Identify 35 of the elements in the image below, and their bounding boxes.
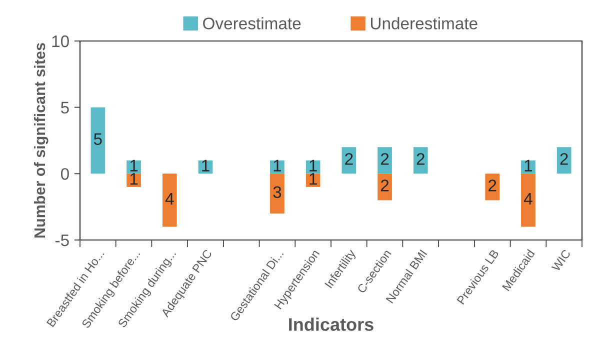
bar — [378, 174, 392, 200]
bar — [521, 174, 536, 227]
data-label: 1 — [524, 160, 532, 172]
bar — [126, 174, 141, 187]
bar — [378, 147, 392, 174]
bar — [485, 174, 500, 200]
data-label: 4 — [524, 193, 532, 205]
data-label: 1 — [130, 173, 138, 185]
bar — [270, 174, 284, 214]
y-tick-label: -5 — [56, 234, 69, 246]
data-label: 4 — [165, 193, 174, 205]
data-label: 1 — [310, 160, 317, 172]
data-label: 1 — [274, 160, 282, 172]
y-tick-label: 0 — [60, 168, 69, 180]
y-axis-title: Number of significant sites — [34, 43, 48, 238]
data-label: 1 — [202, 160, 210, 172]
data-label: 2 — [345, 153, 353, 165]
bar — [413, 147, 428, 174]
data-label: 2 — [416, 153, 424, 165]
data-label: 1 — [130, 160, 138, 172]
data-label: 2 — [380, 180, 389, 192]
y-tick-label: 10 — [52, 35, 69, 48]
data-label: 2 — [560, 153, 568, 165]
bar — [162, 174, 177, 227]
data-label: 2 — [488, 180, 496, 192]
legend-label: Overestimate — [203, 17, 301, 30]
y-tick-label: 5 — [60, 102, 69, 114]
data-label: 2 — [380, 153, 389, 165]
data-label: 3 — [273, 186, 282, 198]
bar — [90, 107, 106, 174]
x-axis-title: Indicators — [289, 318, 374, 331]
data-label: 5 — [94, 133, 102, 145]
x-tick-label: WIC — [551, 248, 571, 272]
data-label: 1 — [310, 173, 317, 185]
legend-label: Underestimate — [370, 17, 478, 30]
